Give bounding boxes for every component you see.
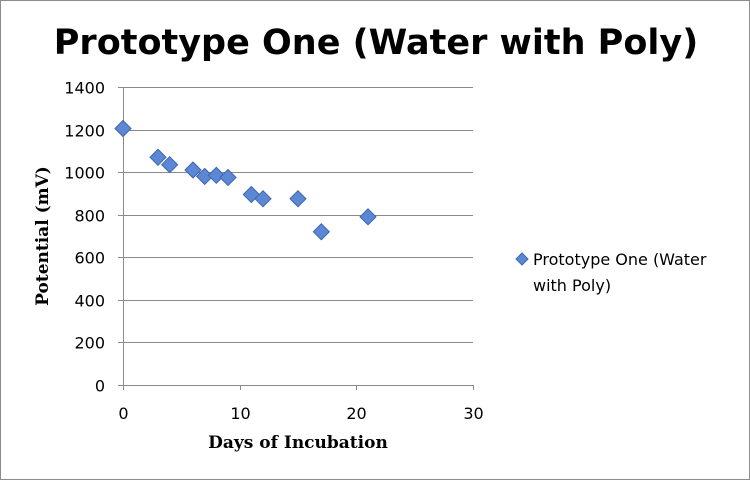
data-point bbox=[184, 161, 202, 179]
x-tick-label: 0 bbox=[118, 404, 128, 423]
legend-marker bbox=[515, 252, 529, 266]
y-tick-label: 1000 bbox=[64, 164, 105, 183]
data-point bbox=[207, 166, 226, 185]
y-tick-label: 1400 bbox=[64, 79, 105, 98]
y-tick-label: 600 bbox=[74, 249, 105, 268]
legend-label-line-2: with Poly) bbox=[533, 276, 611, 295]
y-tick-label: 400 bbox=[74, 292, 105, 311]
legend: Prototype One (Water with Poly) bbox=[515, 250, 707, 295]
x-axis-title: Days of Incubation bbox=[208, 433, 388, 453]
axes bbox=[118, 87, 474, 390]
data-point bbox=[160, 155, 179, 174]
data-point bbox=[114, 119, 132, 138]
data-point bbox=[219, 168, 237, 187]
data-point bbox=[312, 223, 331, 241]
x-tick-label: 30 bbox=[463, 404, 483, 423]
data-point bbox=[289, 190, 307, 208]
x-tick-label: 20 bbox=[346, 404, 366, 423]
x-tick-labels: 0 10 20 30 bbox=[118, 404, 483, 423]
legend-label-line-1: Prototype One (Water bbox=[533, 250, 707, 269]
data-point bbox=[254, 190, 272, 208]
data-points bbox=[114, 119, 377, 241]
y-axis-title: Potential (mV) bbox=[33, 166, 53, 306]
y-tick-label: 0 bbox=[95, 377, 105, 396]
y-tick-label: 1200 bbox=[64, 122, 105, 141]
y-tick-labels: 0 200 400 600 800 1000 1200 1400 bbox=[64, 79, 105, 396]
data-point bbox=[359, 208, 377, 226]
data-point bbox=[149, 148, 167, 166]
x-tick-label: 10 bbox=[230, 404, 250, 423]
y-tick-label: 800 bbox=[74, 207, 105, 226]
gridlines bbox=[123, 87, 473, 343]
y-tick-label: 200 bbox=[74, 334, 105, 353]
chart-title: Prototype One (Water with Poly) bbox=[54, 23, 698, 63]
